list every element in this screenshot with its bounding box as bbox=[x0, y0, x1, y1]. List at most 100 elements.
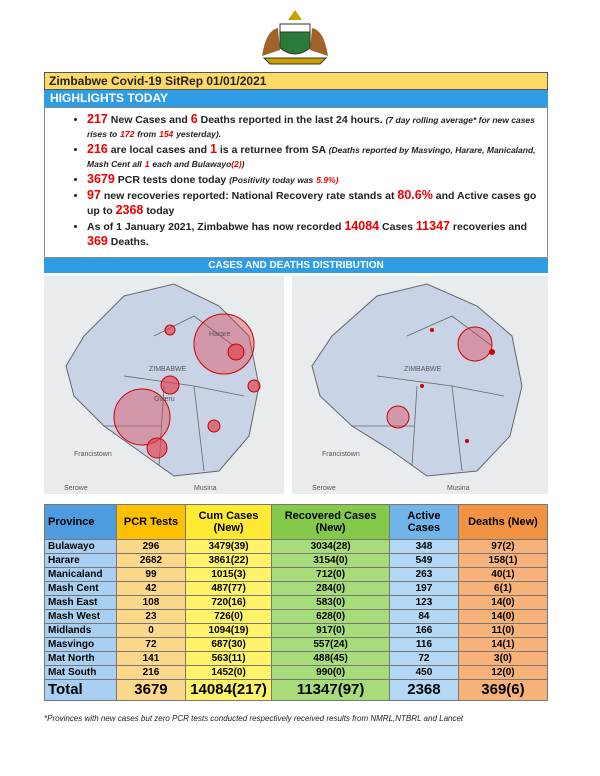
bubble bbox=[227, 343, 245, 361]
text: Deaths. bbox=[110, 236, 149, 248]
table-row: Mat South 216 1452(0) 990(0) 450 12(0) bbox=[43, 665, 549, 680]
bulawayo-bubble bbox=[113, 388, 171, 446]
figure: (2) bbox=[231, 159, 242, 169]
table-body: Bulawayo 296 3479(39) 3034(28) 348 97(2) Harar… bbox=[43, 539, 549, 701]
province-cell: Total bbox=[43, 679, 118, 701]
highlights-heading: HIGHLIGHTS TODAY bbox=[44, 90, 548, 107]
kudu-right bbox=[310, 28, 328, 56]
value-cell: 687(30) bbox=[184, 637, 273, 652]
text: Deaths reported in the last 24 hours. bbox=[200, 114, 383, 126]
kudu-left bbox=[262, 28, 280, 56]
distribution-heading: CASES AND DEATHS DISTRIBUTION bbox=[44, 258, 548, 273]
value-cell: 720(16) bbox=[184, 595, 273, 610]
value-cell: 3(0) bbox=[457, 651, 549, 666]
text: Cases bbox=[382, 221, 413, 233]
value-cell: 99 bbox=[116, 567, 186, 582]
value-cell: 557(24) bbox=[271, 637, 390, 652]
map-label: Serowe bbox=[64, 485, 88, 492]
column-header: Deaths (New) bbox=[457, 504, 549, 540]
text: and Active cases go up to bbox=[87, 190, 537, 217]
figure: 2368 bbox=[115, 203, 144, 217]
value-cell: 14(0) bbox=[457, 595, 549, 610]
cases-map: ZIMBABWE Francistown Serowe Musina Gweru… bbox=[44, 276, 284, 494]
value-cell: 97(2) bbox=[457, 539, 549, 554]
value-cell: 1015(3) bbox=[184, 567, 273, 582]
shield-top bbox=[279, 23, 311, 33]
country bbox=[311, 283, 523, 477]
value-cell: 3679 bbox=[116, 679, 186, 701]
value-cell: 158(1) bbox=[457, 553, 549, 568]
table-row: Total 3679 14084(217) 11347(97) 2368 369(6) bbox=[43, 679, 549, 701]
text: recoveries and bbox=[452, 221, 528, 233]
value-cell: 917(0) bbox=[271, 623, 390, 638]
header-row: Province PCR Tests Cum Cases (New) Recovere… bbox=[43, 504, 549, 540]
value-cell: 14(1) bbox=[457, 637, 549, 652]
province-cell: Mash West bbox=[43, 609, 118, 624]
value-cell: 141 bbox=[116, 651, 186, 666]
value-cell: 197 bbox=[388, 581, 459, 596]
figure: 1 bbox=[210, 142, 217, 156]
table-row: Mash Cent 42 487(77) 284(0) 197 6(1) bbox=[43, 581, 549, 596]
text: today bbox=[146, 205, 175, 217]
title: Zimbabwe Covid-19 SitRep 01/01/2021 bbox=[44, 72, 548, 90]
bubble bbox=[420, 384, 424, 388]
value-cell: 1094(19) bbox=[184, 623, 273, 638]
value-cell: 284(0) bbox=[271, 581, 390, 596]
bulawayo-bubble bbox=[386, 405, 410, 429]
bubble bbox=[430, 328, 434, 332]
value-cell: 3154(0) bbox=[271, 553, 390, 568]
value-cell: 549 bbox=[388, 553, 459, 568]
figure: 11347 bbox=[415, 219, 450, 233]
harare-bubble bbox=[193, 313, 255, 375]
figure: 5.9%) bbox=[316, 175, 339, 185]
value-cell: 3861(22) bbox=[184, 553, 273, 568]
figure: 6 bbox=[190, 112, 198, 126]
motto-ribbon bbox=[262, 57, 328, 65]
table-head: Province PCR Tests Cum Cases (New) Recovere… bbox=[43, 504, 549, 540]
table-row: Mat North 141 563(11) 488(45) 72 3(0) bbox=[43, 651, 549, 666]
map-label: Harare bbox=[209, 331, 231, 338]
bubble bbox=[207, 419, 221, 433]
figure: 217 bbox=[87, 112, 108, 126]
map-label: Francistown bbox=[322, 451, 360, 458]
bubble bbox=[160, 375, 180, 395]
table-row: Mash East 108 720(16) 583(0) 123 14(0) bbox=[43, 595, 549, 610]
figure: 1 bbox=[144, 159, 150, 169]
borders bbox=[352, 315, 505, 472]
value-cell: 72 bbox=[116, 637, 186, 652]
table-row: Midlands 0 1094(19) 917(0) 166 11(0) bbox=[43, 623, 549, 638]
value-cell: 6(1) bbox=[457, 581, 549, 596]
value-cell: 583(0) bbox=[271, 595, 390, 610]
value-cell: 488(45) bbox=[271, 651, 390, 666]
value-cell: 108 bbox=[116, 595, 186, 610]
text: new recoveries reported: National Recove… bbox=[103, 190, 395, 202]
figure: 80.6% bbox=[397, 188, 433, 202]
coat-of-arms bbox=[262, 10, 328, 65]
value-cell: 166 bbox=[388, 623, 459, 638]
bullet: 3679 PCR tests done today (Positivity to… bbox=[87, 172, 547, 187]
value-cell: 11347(97) bbox=[271, 679, 390, 701]
province-cell: Bulawayo bbox=[43, 539, 118, 554]
map-label: Musina bbox=[447, 485, 470, 492]
bullet: 216 are local cases and 1 is a returnee … bbox=[87, 142, 547, 171]
table-row: Bulawayo 296 3479(39) 3034(28) 348 97(2) bbox=[43, 539, 549, 554]
highlights: 217 New Cases and 6 Deaths reported in t… bbox=[44, 107, 548, 258]
value-cell: 216 bbox=[116, 665, 186, 680]
value-cell: 563(11) bbox=[184, 651, 273, 666]
value-cell: 84 bbox=[388, 609, 459, 624]
province-cell: Mat South bbox=[43, 665, 118, 680]
harare-bubble bbox=[457, 326, 493, 362]
value-cell: 23 bbox=[116, 609, 186, 624]
table-row: Mash West 23 726(0) 628(0) 84 14(0) bbox=[43, 609, 549, 624]
map-label: Gweru bbox=[154, 396, 175, 403]
column-header: Active Cases bbox=[388, 504, 459, 540]
value-cell: 487(77) bbox=[184, 581, 273, 596]
figure: 216 bbox=[87, 142, 108, 156]
column-header: Province bbox=[43, 504, 118, 540]
map-label: Francistown bbox=[74, 451, 112, 458]
value-cell: 2682 bbox=[116, 553, 186, 568]
map-label: Serowe bbox=[312, 485, 336, 492]
bubble bbox=[146, 437, 168, 459]
